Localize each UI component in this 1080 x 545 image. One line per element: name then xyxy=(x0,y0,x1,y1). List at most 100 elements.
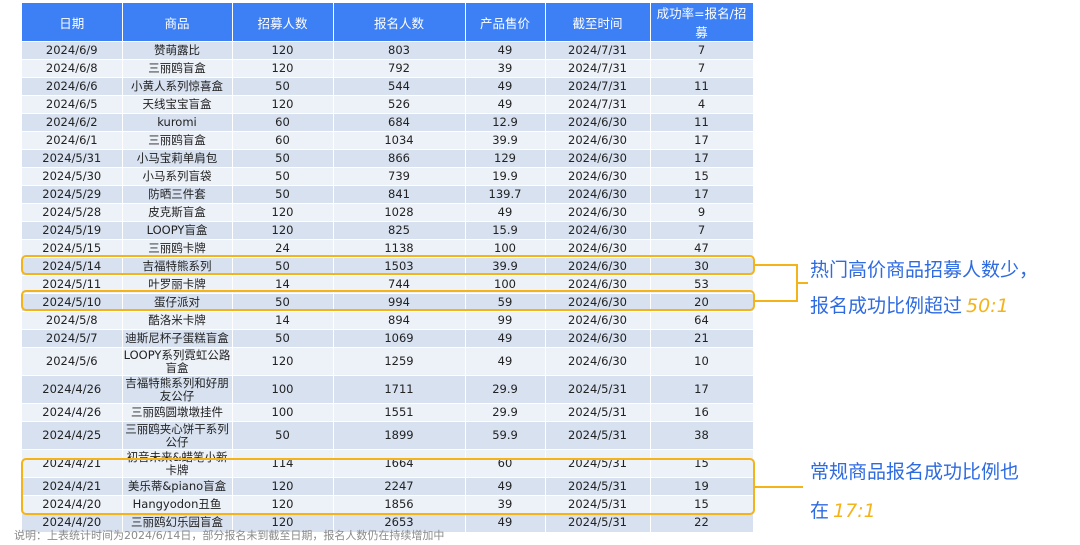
table-cell: 50 xyxy=(232,149,334,168)
table-cell: 49 xyxy=(465,41,546,60)
table-row: 2024/5/30 小马系列盲袋 50 739 19.9 2024/6/30 15 xyxy=(22,167,754,186)
table-cell: 1259 xyxy=(333,347,466,376)
table-cell: 17 xyxy=(650,149,754,168)
column-header: 成功率=报名/招募 xyxy=(650,3,754,42)
table-cell: LOOPY盲盒 xyxy=(122,221,233,240)
bracket-line xyxy=(755,264,797,266)
table-cell: 53 xyxy=(650,275,754,294)
table-cell: 49 xyxy=(465,77,546,96)
table-row: 2024/6/1 三丽鸥盲盒 60 1034 39.9 2024/6/30 17 xyxy=(22,131,754,150)
table-cell: 50 xyxy=(232,293,334,312)
column-header: 招募人数 xyxy=(232,3,334,42)
table-cell: 三丽鸥盲盒 xyxy=(122,59,233,78)
table-cell: 7 xyxy=(650,59,754,78)
table-cell: 三丽鸥圆墩墩挂件 xyxy=(122,403,233,422)
table-cell: 15 xyxy=(650,495,754,514)
table-row: 2024/6/5 天线宝宝盲盒 120 526 49 2024/7/31 4 xyxy=(22,95,754,114)
table-cell: 19 xyxy=(650,477,754,496)
table-cell: 4 xyxy=(650,95,754,114)
annotation-line: 常规商品报名成功比例也 xyxy=(810,461,1020,483)
table-cell: 酷洛米卡牌 xyxy=(122,311,233,330)
table-cell: 小马系列盲袋 xyxy=(122,167,233,186)
table-cell: 2024/5/31 xyxy=(545,513,651,532)
table-row: 2024/5/31 小马宝莉单肩包 50 866 129 2024/6/30 17 xyxy=(22,149,754,168)
table-cell: 7 xyxy=(650,41,754,60)
table-row: 2024/5/14 吉福特熊系列 50 1503 39.9 2024/6/30 30 xyxy=(22,257,754,276)
table-cell: 2024/6/30 xyxy=(545,275,651,294)
table-row: 2024/4/26 三丽鸥圆墩墩挂件 100 1551 29.9 2024/5/31 16 xyxy=(22,403,754,422)
table-cell: 2024/5/29 xyxy=(22,185,123,204)
table-cell: 49 xyxy=(465,203,546,222)
table-cell: 2024/6/30 xyxy=(545,131,651,150)
table-cell: 2024/5/15 xyxy=(22,239,123,258)
recruitment-table: 日期 商品 招募人数 报名人数 产品售价 截至时间 成功率=报名/招募 2024/6/9 赞萌… xyxy=(22,3,754,532)
table-cell: 2024/4/26 xyxy=(22,403,123,422)
table-cell: 15 xyxy=(650,167,754,186)
table-cell: 120 xyxy=(232,347,334,376)
column-header: 日期 xyxy=(22,3,123,42)
table-cell: 2024/6/30 xyxy=(545,149,651,168)
column-header: 报名人数 xyxy=(333,3,466,42)
table-cell: 吉福特熊系列 xyxy=(122,257,233,276)
table-cell: 50 xyxy=(232,77,334,96)
table-cell: 59.9 xyxy=(465,421,546,450)
table-cell: 天线宝宝盲盒 xyxy=(122,95,233,114)
ratio-value: 50:1 xyxy=(966,295,1009,317)
annotation-high-price: 热门高价商品招募人数少， 报名成功比例超过 50:1 xyxy=(810,255,1038,318)
table-row: 2024/5/28 皮克斯盲盒 120 1028 49 2024/6/30 9 xyxy=(22,203,754,222)
table-cell: 17 xyxy=(650,375,754,404)
table-cell: 64 xyxy=(650,311,754,330)
table-cell: 1503 xyxy=(333,257,466,276)
table-cell: 三丽鸥幻乐园盲盒 xyxy=(122,513,233,532)
table-cell: 叶罗丽卡牌 xyxy=(122,275,233,294)
table-cell: 迪斯尼杯子蛋糕盲盒 xyxy=(122,329,233,348)
table-cell: 114 xyxy=(232,449,334,478)
table-cell: 2024/6/30 xyxy=(545,113,651,132)
table-cell: 2024/7/31 xyxy=(545,77,651,96)
highlight-box-5-8 xyxy=(21,290,755,311)
table-cell: 59 xyxy=(465,293,546,312)
table-cell: 1069 xyxy=(333,329,466,348)
table-cell: 14 xyxy=(232,275,334,294)
table-cell: 三丽鸥夹心饼干系列公仔 xyxy=(122,421,233,450)
table-row: 2024/5/7 迪斯尼杯子蛋糕盲盒 50 1069 49 2024/6/30 21 xyxy=(22,329,754,348)
table-cell: 2024/6/30 xyxy=(545,347,651,376)
table-row: 2024/6/8 三丽鸥盲盒 120 792 39 2024/7/31 7 xyxy=(22,59,754,78)
table-cell: kuromi xyxy=(122,113,233,132)
table-cell: 2653 xyxy=(333,513,466,532)
table-cell: 11 xyxy=(650,77,754,96)
table-cell: 16 xyxy=(650,403,754,422)
table-cell: 2024/5/31 xyxy=(22,149,123,168)
table-cell: 9 xyxy=(650,203,754,222)
table-cell: LOOPY系列霓虹公路盲盒 xyxy=(122,347,233,376)
table-cell: 100 xyxy=(465,239,546,258)
table-cell: 49 xyxy=(465,513,546,532)
table-cell: 2024/5/31 xyxy=(545,403,651,422)
table-row: 2024/4/26 吉福特熊系列和好朋友公仔 100 1711 29.9 2024/5/3… xyxy=(22,375,754,404)
highlight-box-5-11 xyxy=(21,255,755,275)
table-cell: 2024/6/5 xyxy=(22,95,123,114)
table-cell: 2024/5/7 xyxy=(22,329,123,348)
table-cell: 22 xyxy=(650,513,754,532)
table-cell: 10 xyxy=(650,347,754,376)
table-cell: 47 xyxy=(650,239,754,258)
table-cell: 38 xyxy=(650,421,754,450)
table-cell: 2024/5/14 xyxy=(22,257,123,276)
table-cell: 1899 xyxy=(333,421,466,450)
table-cell: 49 xyxy=(465,95,546,114)
table-cell: 2024/6/9 xyxy=(22,41,123,60)
table-cell: 1138 xyxy=(333,239,466,258)
table-cell: 7 xyxy=(650,221,754,240)
table-cell: 49 xyxy=(465,477,546,496)
annotation-line: 报名成功比例超过 xyxy=(810,295,963,317)
table-cell: 2024/6/30 xyxy=(545,293,651,312)
table-cell: 蛋仔派对 xyxy=(122,293,233,312)
table-cell: 2024/5/31 xyxy=(545,449,651,478)
table-cell: 15 xyxy=(650,449,754,478)
table-cell: 2024/5/19 xyxy=(22,221,123,240)
table-cell: 2024/6/30 xyxy=(545,311,651,330)
table-row: 2024/5/29 防晒三件套 50 841 139.7 2024/6/30 17 xyxy=(22,185,754,204)
table-cell: 120 xyxy=(232,221,334,240)
table-cell: 2024/6/30 xyxy=(545,167,651,186)
table-cell: 2024/5/31 xyxy=(545,375,651,404)
